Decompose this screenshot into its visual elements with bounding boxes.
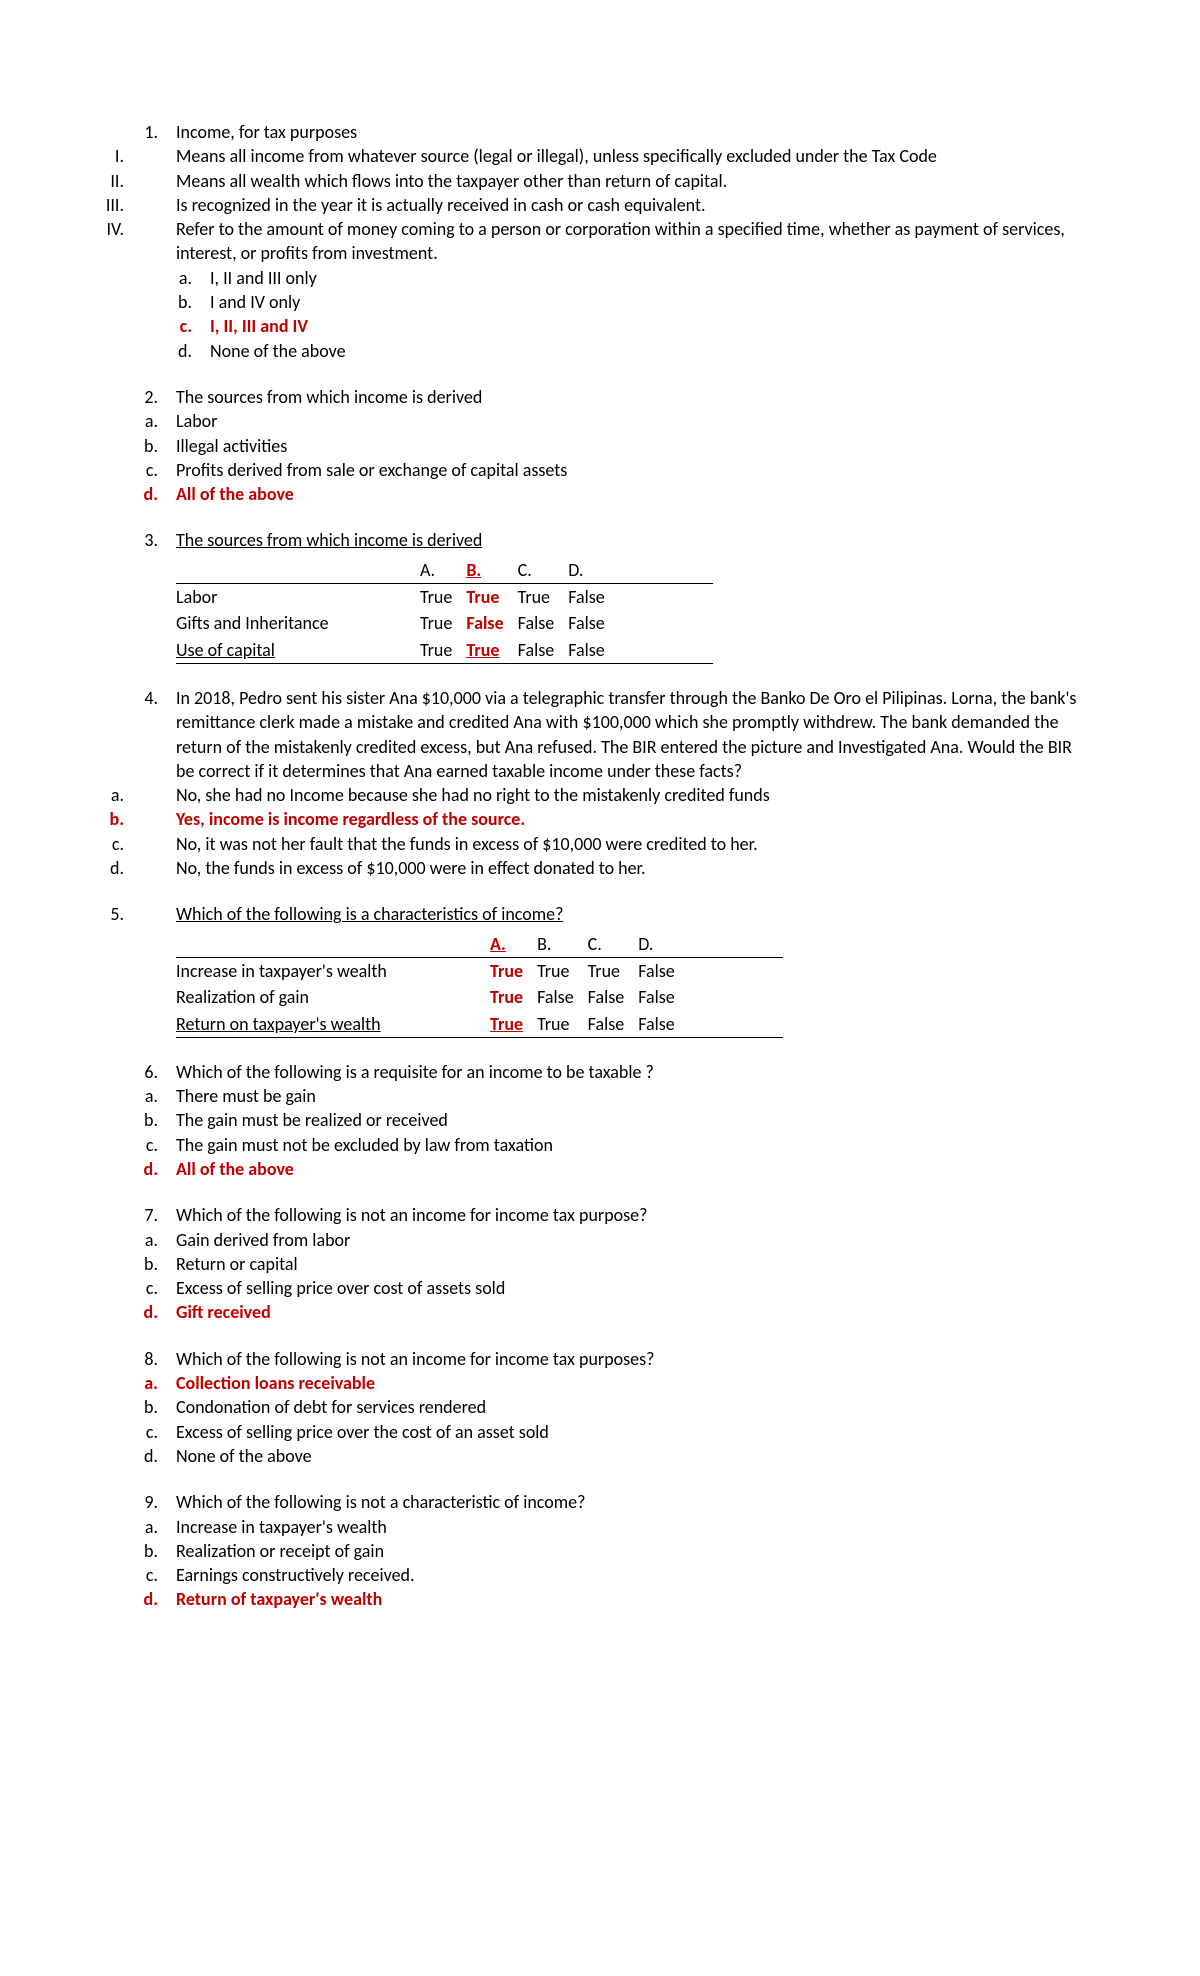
- q1-opt-a: a.I, II and III only: [144, 266, 1090, 290]
- q2-opt-a: a.Labor: [110, 409, 1090, 433]
- q6-opt-d: d.All of the above: [110, 1157, 1090, 1181]
- q4-opt-a: a.No, she had no Income because she had …: [76, 783, 1090, 807]
- q4-opt-d: d.No, the funds in excess of $10,000 wer…: [76, 856, 1090, 880]
- q8-opt-d: d.None of the above: [110, 1444, 1090, 1468]
- q7-opt-c: c.Excess of selling price over cost of a…: [110, 1276, 1090, 1300]
- q5-table: A. B. C. D. Increase in taxpayer's wealt…: [176, 931, 783, 1038]
- q3-table: A. B. C. D. Labor True True True False G…: [176, 557, 713, 664]
- q1-roman-2: II. Means all wealth which flows into th…: [76, 169, 1090, 193]
- q1-opt-b: b.I and IV only: [144, 290, 1090, 314]
- q7-opt-d: d.Gift received: [110, 1300, 1090, 1324]
- q2-stem: 2.The sources from which income is deriv…: [110, 385, 1090, 409]
- q9-opt-a: a.Increase in taxpayer's wealth: [110, 1515, 1090, 1539]
- q4-opt-b: b.Yes, income is income regardless of th…: [76, 807, 1090, 831]
- q1-opt-d: d.None of the above: [144, 339, 1090, 363]
- q7-opt-a: a.Gain derived from labor: [110, 1228, 1090, 1252]
- q9-opt-c: c.Earnings constructively received.: [110, 1563, 1090, 1587]
- q3-stem: 3.The sources from which income is deriv…: [110, 528, 1090, 552]
- q1-roman-4: IV. Refer to the amount of money coming …: [76, 217, 1090, 266]
- q6-opt-a: a.There must be gain: [110, 1084, 1090, 1108]
- q2-opt-b: b.Illegal activities: [110, 434, 1090, 458]
- q9-opt-d: d.Return of taxpayer's wealth: [110, 1587, 1090, 1611]
- q1-number: 1.: [110, 120, 176, 144]
- q8-stem: 8.Which of the following is not an incom…: [110, 1347, 1090, 1371]
- q1-roman-3: III. Is recognized in the year it is act…: [76, 193, 1090, 217]
- q9-stem: 9.Which of the following is not a charac…: [110, 1490, 1090, 1514]
- q1-opt-c: c.I, II, III and IV: [144, 314, 1090, 338]
- q8-opt-a: a.Collection loans receivable: [110, 1371, 1090, 1395]
- q1-text: Income, for tax purposes: [176, 120, 1090, 144]
- q2-opt-d: d.All of the above: [110, 482, 1090, 506]
- q1-stem: 1. Income, for tax purposes: [110, 120, 1090, 144]
- q6-opt-c: c.The gain must not be excluded by law f…: [110, 1133, 1090, 1157]
- q1-roman-1: I. Means all income from whatever source…: [76, 144, 1090, 168]
- q5-stem: 5.Which of the following is a characteri…: [76, 902, 1090, 926]
- q7-stem: 7.Which of the following is not an incom…: [110, 1203, 1090, 1227]
- q2-opt-c: c.Profits derived from sale or exchange …: [110, 458, 1090, 482]
- q7-opt-b: b.Return or capital: [110, 1252, 1090, 1276]
- q6-opt-b: b.The gain must be realized or received: [110, 1108, 1090, 1132]
- q8-opt-b: b.Condonation of debt for services rende…: [110, 1395, 1090, 1419]
- q8-opt-c: c.Excess of selling price over the cost …: [110, 1420, 1090, 1444]
- q4-stem: 4.In 2018, Pedro sent his sister Ana $10…: [110, 686, 1090, 783]
- q9-opt-b: b.Realization or receipt of gain: [110, 1539, 1090, 1563]
- q4-opt-c: c.No, it was not her fault that the fund…: [76, 832, 1090, 856]
- q6-stem: 6.Which of the following is a requisite …: [110, 1060, 1090, 1084]
